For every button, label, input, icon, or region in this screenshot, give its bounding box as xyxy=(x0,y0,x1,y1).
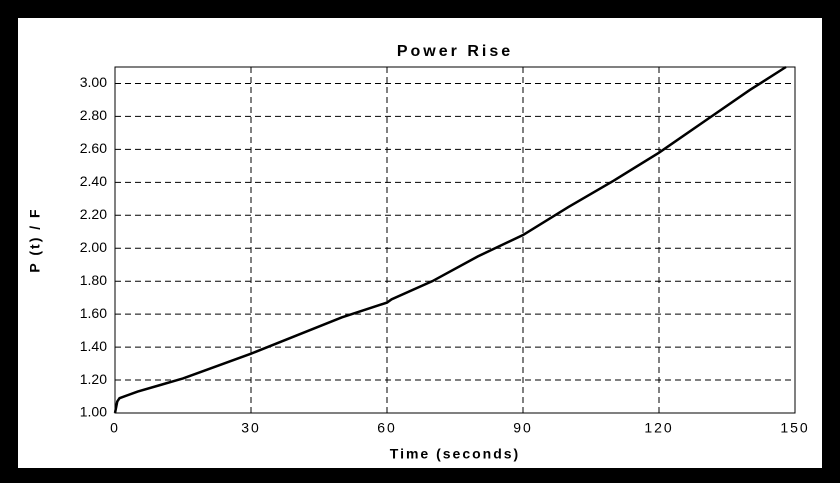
y-axis-label: P (t) / F xyxy=(27,207,43,272)
y-tick-label: 1.00 xyxy=(80,404,107,420)
chart-title: Power Rise xyxy=(397,43,513,60)
y-tick-label: 2.60 xyxy=(80,140,107,156)
x-axis-label: Time (seconds) xyxy=(390,446,520,462)
y-tick-label: 1.80 xyxy=(80,272,107,288)
x-tick-label: 120 xyxy=(644,420,673,436)
y-tick-label: 2.80 xyxy=(80,107,107,123)
y-tick-label: 3.00 xyxy=(80,74,107,90)
y-tick-label: 2.00 xyxy=(80,239,107,255)
y-tick-label: 1.60 xyxy=(80,305,107,321)
chart-background xyxy=(18,18,822,468)
x-tick-label: 0 xyxy=(110,420,120,436)
plot-frame xyxy=(114,66,796,414)
y-tick-label: 1.40 xyxy=(80,338,107,354)
y-tick-label: 2.40 xyxy=(80,173,107,189)
data-line xyxy=(113,65,787,414)
x-tick-label: 30 xyxy=(241,420,261,436)
x-tick-label: 60 xyxy=(377,420,397,436)
y-tick-label: 2.20 xyxy=(80,206,107,222)
x-tick-label: 90 xyxy=(513,420,533,436)
y-tick-label: 1.20 xyxy=(80,371,107,387)
x-tick-label: 150 xyxy=(780,420,809,436)
